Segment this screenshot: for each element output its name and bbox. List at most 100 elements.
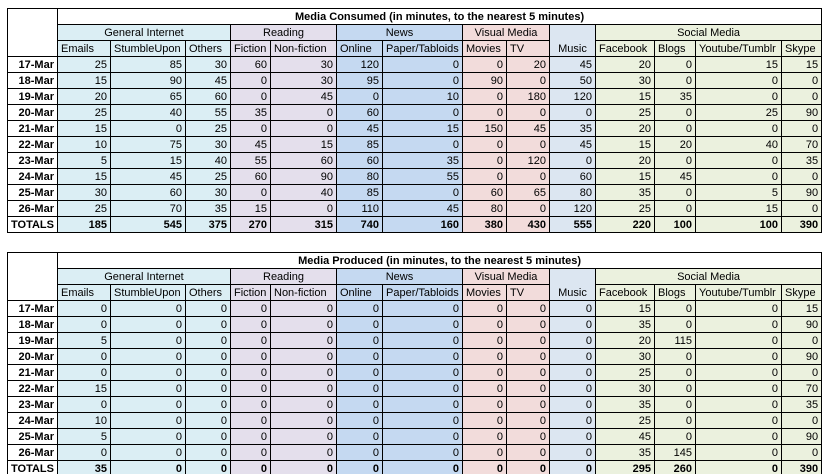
cell-value: 80	[462, 200, 507, 217]
total-value: 160	[382, 216, 463, 233]
data-row: 21-Mar 0 0 0 0 0 0 0 0 0 0 25 0 0 0	[7, 364, 823, 381]
cell-value: 0	[462, 152, 507, 169]
cell-value: 35	[654, 88, 696, 105]
data-row: 18-Mar 0 0 0 0 0 0 0 0 0 0 35 0 0 90	[7, 316, 823, 333]
cell-value: 0	[270, 348, 337, 365]
total-value: 220	[595, 216, 655, 233]
cell-value: 30	[185, 136, 231, 153]
cell-value: 45	[654, 168, 696, 185]
cell-value: 25	[57, 104, 111, 121]
cell-value: 0	[506, 364, 550, 381]
cell-value: 15	[57, 72, 111, 89]
cell-value: 85	[336, 136, 383, 153]
cell-value: 15	[595, 88, 655, 105]
cell-value: 0	[382, 104, 463, 121]
cell-value: 60	[270, 152, 337, 169]
cell-value: 0	[382, 380, 463, 397]
cell-value: 120	[549, 200, 596, 217]
cell-value: 55	[382, 168, 463, 185]
cell-value: 0	[462, 412, 507, 429]
cell-value: 0	[110, 348, 186, 365]
cell-value: 0	[654, 428, 696, 445]
cell-value: 90	[780, 316, 823, 333]
cell-value: 0	[230, 120, 271, 137]
cell-value: 35	[549, 120, 596, 137]
cell-value: 0	[270, 300, 337, 317]
cell-value: 20	[595, 152, 655, 169]
cell-value: 85	[336, 184, 383, 201]
cell-value: 0	[270, 120, 337, 137]
cell-value: 5	[57, 428, 111, 445]
group-header: General Internet	[57, 24, 231, 41]
total-value: 0	[110, 460, 186, 474]
cell-value: 35	[230, 104, 271, 121]
row-date: 22-Mar	[7, 380, 58, 397]
cell-value: 0	[695, 152, 782, 169]
cell-value: 0	[654, 364, 696, 381]
cell-value: 0	[695, 332, 782, 349]
cell-value: 0	[270, 364, 337, 381]
cell-value: 0	[230, 72, 271, 89]
data-row: 23-Mar 5 15 40 55 60 60 35 0 120 0 20 0 0 35	[7, 152, 823, 169]
cell-value: 0	[382, 56, 463, 73]
cell-value: 0	[549, 152, 596, 169]
cell-value: 30	[270, 56, 337, 73]
column-header: Non-fiction	[270, 284, 337, 301]
cell-value: 0	[110, 412, 186, 429]
row-date: 17-Mar	[7, 300, 58, 317]
data-row: 22-Mar 10 75 30 45 15 85 0 0 0 45 15 20 40 70	[7, 136, 823, 153]
data-table: Media Consumed (in minutes, to the neare…	[7, 8, 823, 233]
cell-value: 0	[462, 444, 507, 461]
total-value: 390	[780, 460, 823, 474]
column-header: TV	[506, 40, 550, 57]
cell-value: 15	[110, 152, 186, 169]
cell-value: 0	[654, 56, 696, 73]
cell-value: 15	[695, 200, 782, 217]
cell-value: 60	[230, 56, 271, 73]
totals-label: TOTALS	[7, 460, 58, 474]
cell-value: 45	[336, 120, 383, 137]
cell-value: 0	[230, 444, 271, 461]
totals-row: TOTALS 185 545 375 270 315 740 160 380 430 555 220 1…	[7, 216, 823, 233]
cell-value: 0	[336, 88, 383, 105]
column-header: Skype	[780, 40, 823, 57]
cell-value: 0	[185, 348, 231, 365]
cell-value: 0	[506, 316, 550, 333]
data-row: 25-Mar 30 60 30 0 40 85 0 60 65 80 35 0 5 90	[7, 184, 823, 201]
cell-value: 0	[57, 364, 111, 381]
cell-value: 35	[595, 316, 655, 333]
row-date: 19-Mar	[7, 332, 58, 349]
data-row: 20-Mar 0 0 0 0 0 0 0 0 0 0 30 0 0 90	[7, 348, 823, 365]
cell-value: 0	[549, 444, 596, 461]
column-header: Emails	[57, 284, 111, 301]
cell-value: 0	[110, 428, 186, 445]
total-value: 260	[654, 460, 696, 474]
cell-value: 0	[549, 300, 596, 317]
cell-value: 0	[185, 444, 231, 461]
total-value: 0	[462, 460, 507, 474]
cell-value: 0	[654, 72, 696, 89]
cell-value: 0	[382, 364, 463, 381]
cell-value: 5	[57, 152, 111, 169]
total-value: 390	[780, 216, 823, 233]
cell-value: 0	[780, 168, 823, 185]
cell-value: 45	[549, 56, 596, 73]
row-date: 21-Mar	[7, 120, 58, 137]
data-table: Media Produced (in minutes, to the neare…	[7, 252, 823, 474]
column-header: Music	[549, 268, 596, 301]
cell-value: 90	[780, 428, 823, 445]
data-row: 25-Mar 5 0 0 0 0 0 0 0 0 0 45 0 0 90	[7, 428, 823, 445]
cell-value: 0	[462, 136, 507, 153]
cell-value: 0	[654, 152, 696, 169]
cell-value: 0	[506, 412, 550, 429]
cell-value: 10	[57, 412, 111, 429]
cell-value: 0	[270, 428, 337, 445]
row-date: 22-Mar	[7, 136, 58, 153]
cell-value: 0	[57, 444, 111, 461]
cell-value: 90	[780, 348, 823, 365]
data-row: 23-Mar 0 0 0 0 0 0 0 0 0 0 35 0 0 35	[7, 396, 823, 413]
cell-value: 0	[506, 348, 550, 365]
row-date: 20-Mar	[7, 104, 58, 121]
group-header: Social Media	[594, 268, 823, 285]
cell-value: 0	[654, 200, 696, 217]
